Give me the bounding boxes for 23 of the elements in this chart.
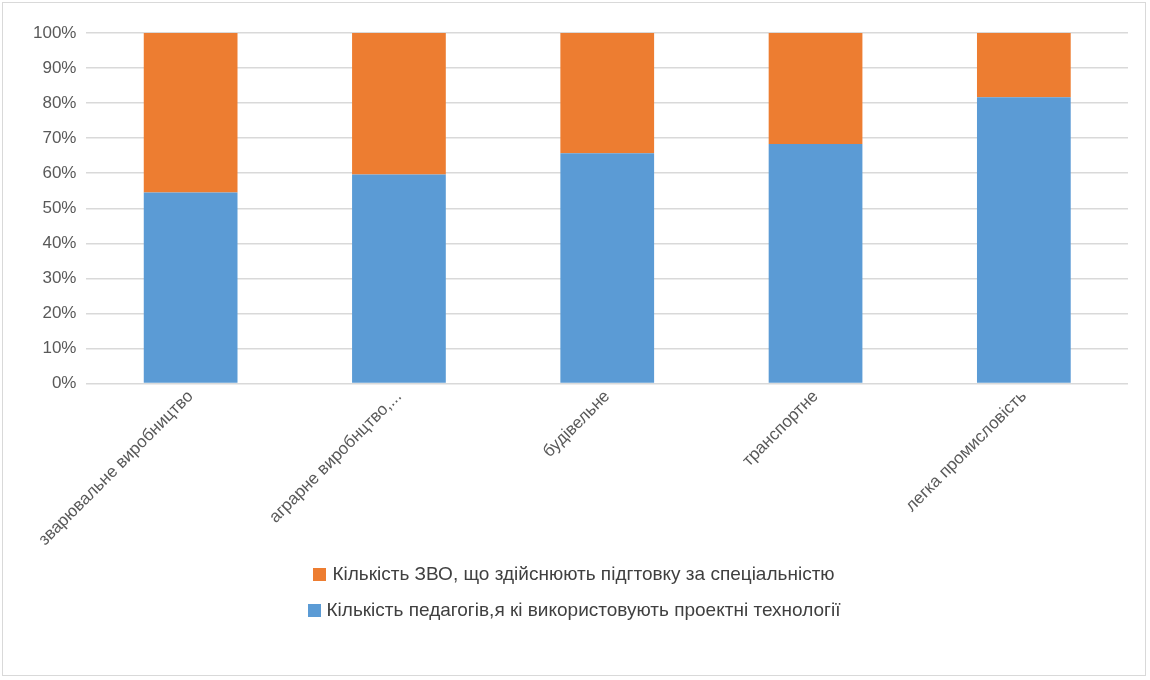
y-tick-label: 60% (42, 162, 77, 182)
y-tick-label: 0% (51, 373, 77, 393)
bar (768, 33, 863, 145)
bar (560, 33, 655, 154)
bar (768, 144, 863, 383)
bar (143, 192, 238, 383)
y-tick-label: 70% (42, 127, 77, 147)
y-tick-label: 30% (42, 268, 77, 288)
y-tick-label: 90% (42, 57, 77, 77)
legend-label: Кількість педагогів,я кі використовують проектні технології (326, 599, 841, 621)
y-tick-label: 100% (33, 22, 77, 42)
legend-label: Кількість ЗВО, що здійснюють підгтовку за спеціальністю (332, 563, 835, 585)
y-tick-label: 50% (42, 197, 77, 217)
y-tick-label: 10% (42, 338, 77, 358)
y-tick-label: 20% (42, 303, 77, 323)
bar (352, 33, 446, 175)
bar (976, 97, 1071, 383)
bar (143, 33, 238, 193)
y-tick-label: 40% (42, 232, 77, 252)
y-tick-label: 80% (42, 92, 77, 112)
bar (976, 33, 1071, 98)
bar (560, 153, 655, 383)
bar (352, 174, 446, 383)
